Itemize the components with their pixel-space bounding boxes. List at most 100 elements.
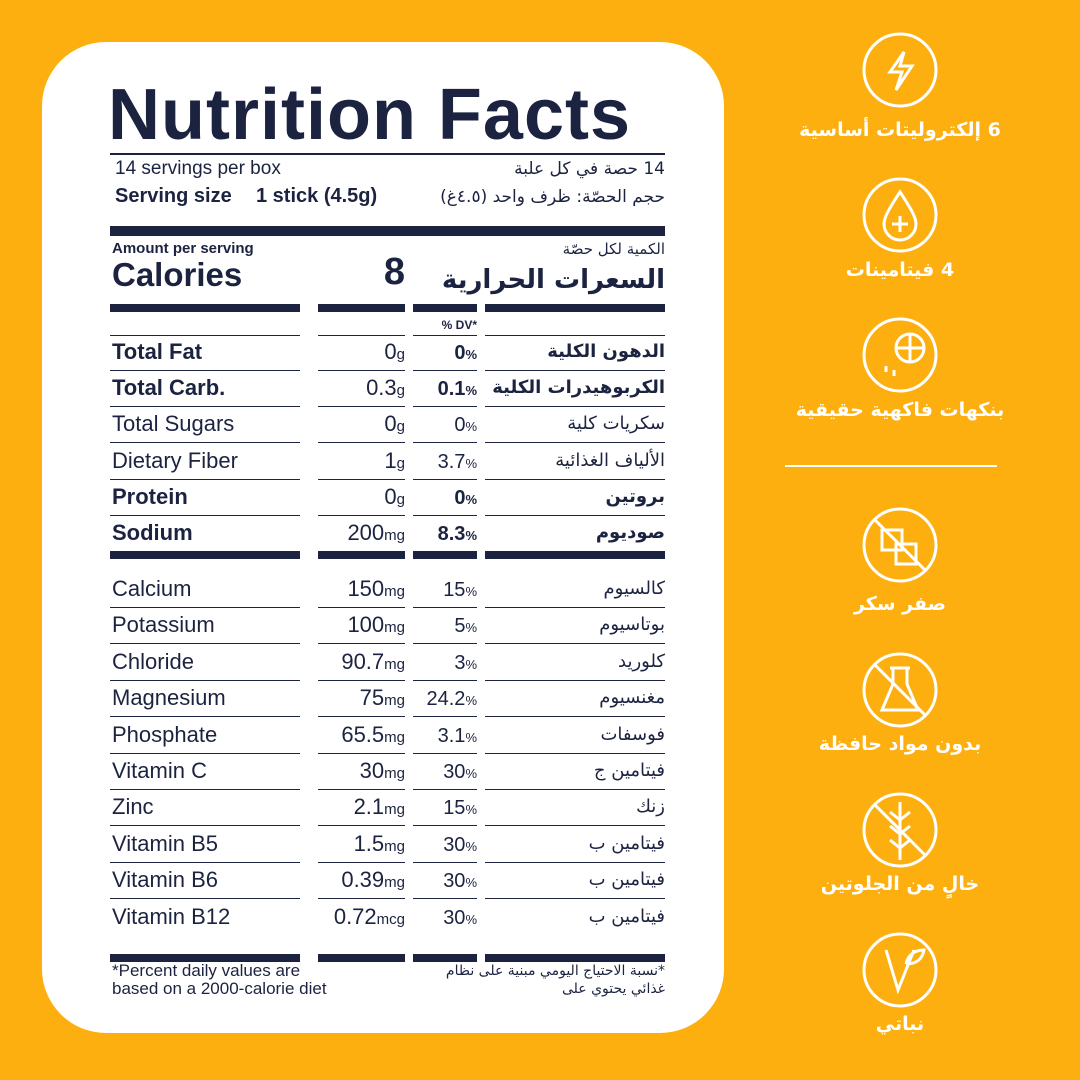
icon-vegan (862, 932, 938, 1008)
dv-value: 0.1 (437, 378, 466, 401)
nutrient-name-ar: فيتامين ب (588, 869, 665, 891)
amount-value: 65.5 (341, 721, 385, 747)
daily-value: 8.3% (438, 524, 477, 544)
rule (110, 861, 300, 863)
dv-value: 3.1 (437, 724, 466, 747)
nutrient-name: Magnesium (112, 685, 226, 711)
rule (318, 679, 405, 681)
amount: 0.72mcg (333, 903, 405, 929)
dv-unit: % (465, 802, 477, 818)
rule (485, 514, 665, 516)
rule (318, 789, 405, 790)
dv-value: 30 (443, 906, 466, 929)
amount-per-serving: Amount per serving (112, 239, 254, 257)
footnote-ar: *نسبة الاحتياج اليومي مبنية على نظام (445, 963, 665, 979)
amount: 90.7mg (341, 650, 405, 673)
rule (110, 607, 300, 608)
nutrient-name-ar: مغنسيوم (599, 687, 665, 709)
nutrient-name: Total Sugars (112, 411, 235, 437)
rule (110, 370, 300, 371)
rule (318, 478, 405, 480)
amount-value: 0.72 (333, 903, 377, 929)
serving-size-ar: حجم الحصّة: ظرف واحد (٤.٥غ) (440, 186, 665, 207)
icon-no-preservatives (862, 652, 938, 728)
amount-value: 150 (347, 576, 385, 601)
amount: 100mg (347, 614, 405, 636)
rule (413, 304, 477, 312)
rule (110, 898, 300, 900)
nutrient-name-ar: زنك (636, 796, 665, 818)
rule (318, 861, 405, 863)
dv-value: 8.3 (437, 523, 466, 545)
rule (110, 335, 300, 336)
nutrient-name: Total Fat (112, 339, 203, 364)
amount-value: 75 (359, 685, 385, 711)
amount: 0g (384, 341, 405, 363)
amount-unit: mg (384, 619, 405, 637)
rule (485, 679, 665, 681)
nutrient-name: Potassium (112, 612, 215, 638)
dv-value: 0 (454, 414, 466, 437)
rule (110, 442, 300, 444)
nutrient-name-ar: صوديوم (595, 522, 665, 543)
nutrient-name: Vitamin B12 (112, 903, 231, 929)
amount-value: 1.5 (353, 830, 385, 856)
rule (110, 226, 665, 236)
rule (318, 716, 405, 718)
footnote-ar: غذائي يحتوي على (561, 981, 665, 997)
rule (110, 643, 300, 645)
dv-unit: % (465, 584, 477, 599)
nutrient-name-ar: فيتامين ب (588, 905, 665, 927)
rule (413, 825, 477, 827)
calories-value: 8 (383, 251, 405, 293)
rule (318, 442, 405, 444)
amount-unit: g (396, 454, 405, 472)
feature-label: 4 فيتامينات (845, 259, 955, 281)
rule (485, 716, 665, 718)
footnote: based on a 2000-calorie diet (112, 978, 327, 998)
rule (413, 478, 477, 480)
dv-unit: % (465, 656, 477, 672)
dv-unit: % (465, 766, 477, 781)
amount: 150mg (347, 578, 405, 600)
amount: 0g (384, 413, 405, 435)
rule (485, 825, 665, 827)
dv-value: 0 (454, 486, 466, 509)
dv-unit: % (465, 838, 477, 854)
rule (485, 335, 665, 336)
dv-unit: % (465, 620, 477, 636)
rule (318, 607, 405, 608)
rule (485, 789, 665, 790)
nutrient-name: Total Carb. (112, 375, 226, 401)
nutrient-name-ar: بوتاسيوم (599, 614, 665, 636)
rule (485, 304, 665, 312)
amount: 2.1mg (354, 796, 405, 818)
amount: 0.39mg (341, 869, 405, 891)
rule (485, 752, 665, 754)
icon-sugar-free (862, 507, 938, 583)
daily-value: 0.1% (438, 379, 477, 399)
rule (413, 643, 477, 645)
feature-label: 6 إلكتروليتات أساسية (799, 119, 1001, 141)
rule (318, 551, 405, 559)
dv-header: % DV* (441, 318, 477, 332)
rule (318, 752, 405, 754)
nutrient-name: Vitamin C (112, 758, 207, 783)
dv-value: 0 (454, 342, 466, 364)
dv-unit: % (465, 419, 477, 435)
dv-value: 30 (443, 761, 466, 783)
amount-value: 200 (347, 520, 385, 545)
amount: 65.5mg (341, 721, 405, 747)
nutrient-name-ar: فيتامين ب (588, 832, 665, 854)
feature-label: بدون مواد حافظة (818, 733, 982, 755)
servings: 14 servings per box (115, 157, 281, 179)
feature-label: صفر سكر (853, 593, 947, 615)
dv-value: 3.7 (437, 450, 466, 473)
rule (485, 898, 665, 900)
nutrient-name-ar: الكربوهيدرات الكلية (492, 377, 665, 399)
amount-value: 0 (384, 483, 397, 509)
rule (485, 607, 665, 608)
calories-label: Calories (112, 255, 243, 293)
daily-value: 30% (443, 871, 477, 891)
dv-value: 15 (443, 797, 466, 820)
